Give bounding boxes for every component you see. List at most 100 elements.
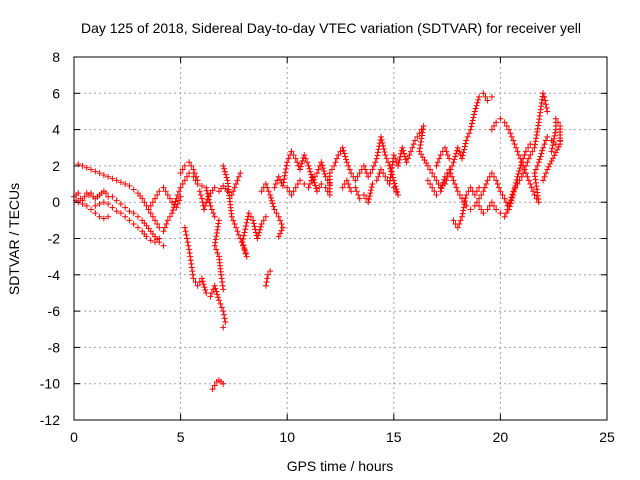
data-point — [172, 198, 179, 205]
data-point — [318, 181, 325, 188]
data-point — [268, 197, 275, 204]
data-point — [220, 308, 227, 315]
data-point — [535, 122, 542, 129]
data-point — [243, 219, 250, 226]
data-point — [162, 188, 169, 195]
data-point — [410, 141, 417, 148]
data-point — [220, 162, 227, 169]
data-point — [471, 191, 478, 198]
data-point — [203, 187, 210, 194]
data-point — [434, 159, 441, 166]
data-point — [156, 188, 163, 195]
data-point — [473, 188, 480, 195]
data-point — [219, 279, 226, 286]
data-point — [271, 206, 278, 213]
data-point — [198, 195, 205, 202]
data-point — [319, 162, 326, 169]
data-point — [283, 162, 290, 169]
data-point — [166, 213, 173, 220]
data-point — [368, 184, 375, 191]
data-point — [164, 191, 171, 198]
data-point — [460, 149, 467, 156]
data-point — [189, 271, 196, 278]
data-point — [149, 213, 156, 220]
data-point — [211, 213, 218, 220]
data-point — [92, 210, 99, 217]
data-point — [269, 200, 276, 207]
data-point — [348, 170, 355, 177]
data-point — [365, 199, 372, 206]
data-point — [548, 158, 555, 165]
data-point — [508, 194, 515, 201]
x-tick-label: 20 — [493, 429, 509, 445]
data-point — [510, 188, 517, 195]
data-point — [459, 210, 466, 217]
data-point — [356, 170, 363, 177]
data-point — [418, 135, 425, 142]
data-point — [464, 133, 471, 140]
data-point — [92, 168, 99, 175]
data-point — [369, 166, 376, 173]
data-point — [532, 166, 539, 173]
data-point — [102, 190, 109, 197]
data-point — [529, 148, 536, 155]
data-point — [454, 188, 461, 195]
data-point — [126, 217, 133, 224]
data-point — [474, 99, 481, 106]
data-point — [92, 202, 99, 209]
data-point — [463, 191, 470, 198]
data-point — [185, 242, 192, 249]
data-point — [164, 217, 171, 224]
data-point — [109, 204, 116, 211]
data-point — [282, 166, 289, 173]
data-point — [467, 206, 474, 213]
data-point — [482, 93, 489, 100]
data-point — [237, 170, 244, 177]
y-tick-label: -12 — [40, 412, 60, 428]
data-point — [134, 213, 141, 220]
data-point — [545, 163, 552, 170]
data-point — [197, 191, 204, 198]
data-point — [551, 152, 558, 159]
data-point — [343, 177, 350, 184]
data-point — [213, 233, 220, 240]
data-point — [199, 278, 206, 285]
data-point — [339, 184, 346, 191]
data-point — [473, 199, 480, 206]
data-point — [292, 155, 299, 162]
data-point — [231, 184, 238, 191]
data-point — [499, 191, 506, 198]
data-point — [88, 166, 95, 173]
data-point — [212, 239, 219, 246]
data-point — [275, 213, 282, 220]
data-point — [130, 210, 137, 217]
data-point — [514, 148, 521, 155]
data-point — [207, 293, 214, 300]
data-point — [527, 181, 534, 188]
data-point — [242, 250, 249, 257]
data-point — [352, 177, 359, 184]
data-point — [354, 173, 361, 180]
data-point — [202, 202, 209, 209]
data-point — [459, 152, 466, 159]
data-point — [214, 291, 221, 298]
data-point — [88, 190, 95, 197]
data-point — [395, 191, 402, 198]
data-point — [345, 181, 352, 188]
data-point — [257, 223, 264, 230]
data-point — [169, 207, 176, 214]
data-point — [113, 197, 120, 204]
data-point — [320, 165, 327, 172]
data-point — [453, 150, 460, 157]
data-point — [213, 230, 220, 237]
data-point — [154, 220, 161, 227]
data-point — [516, 167, 523, 174]
data-point — [536, 156, 543, 163]
y-tick-label: 6 — [52, 85, 60, 101]
data-point — [531, 170, 538, 177]
data-point — [495, 184, 502, 191]
data-point — [221, 315, 228, 322]
x-tick-label: 25 — [599, 429, 615, 445]
data-point — [109, 175, 116, 182]
data-point — [480, 90, 487, 97]
